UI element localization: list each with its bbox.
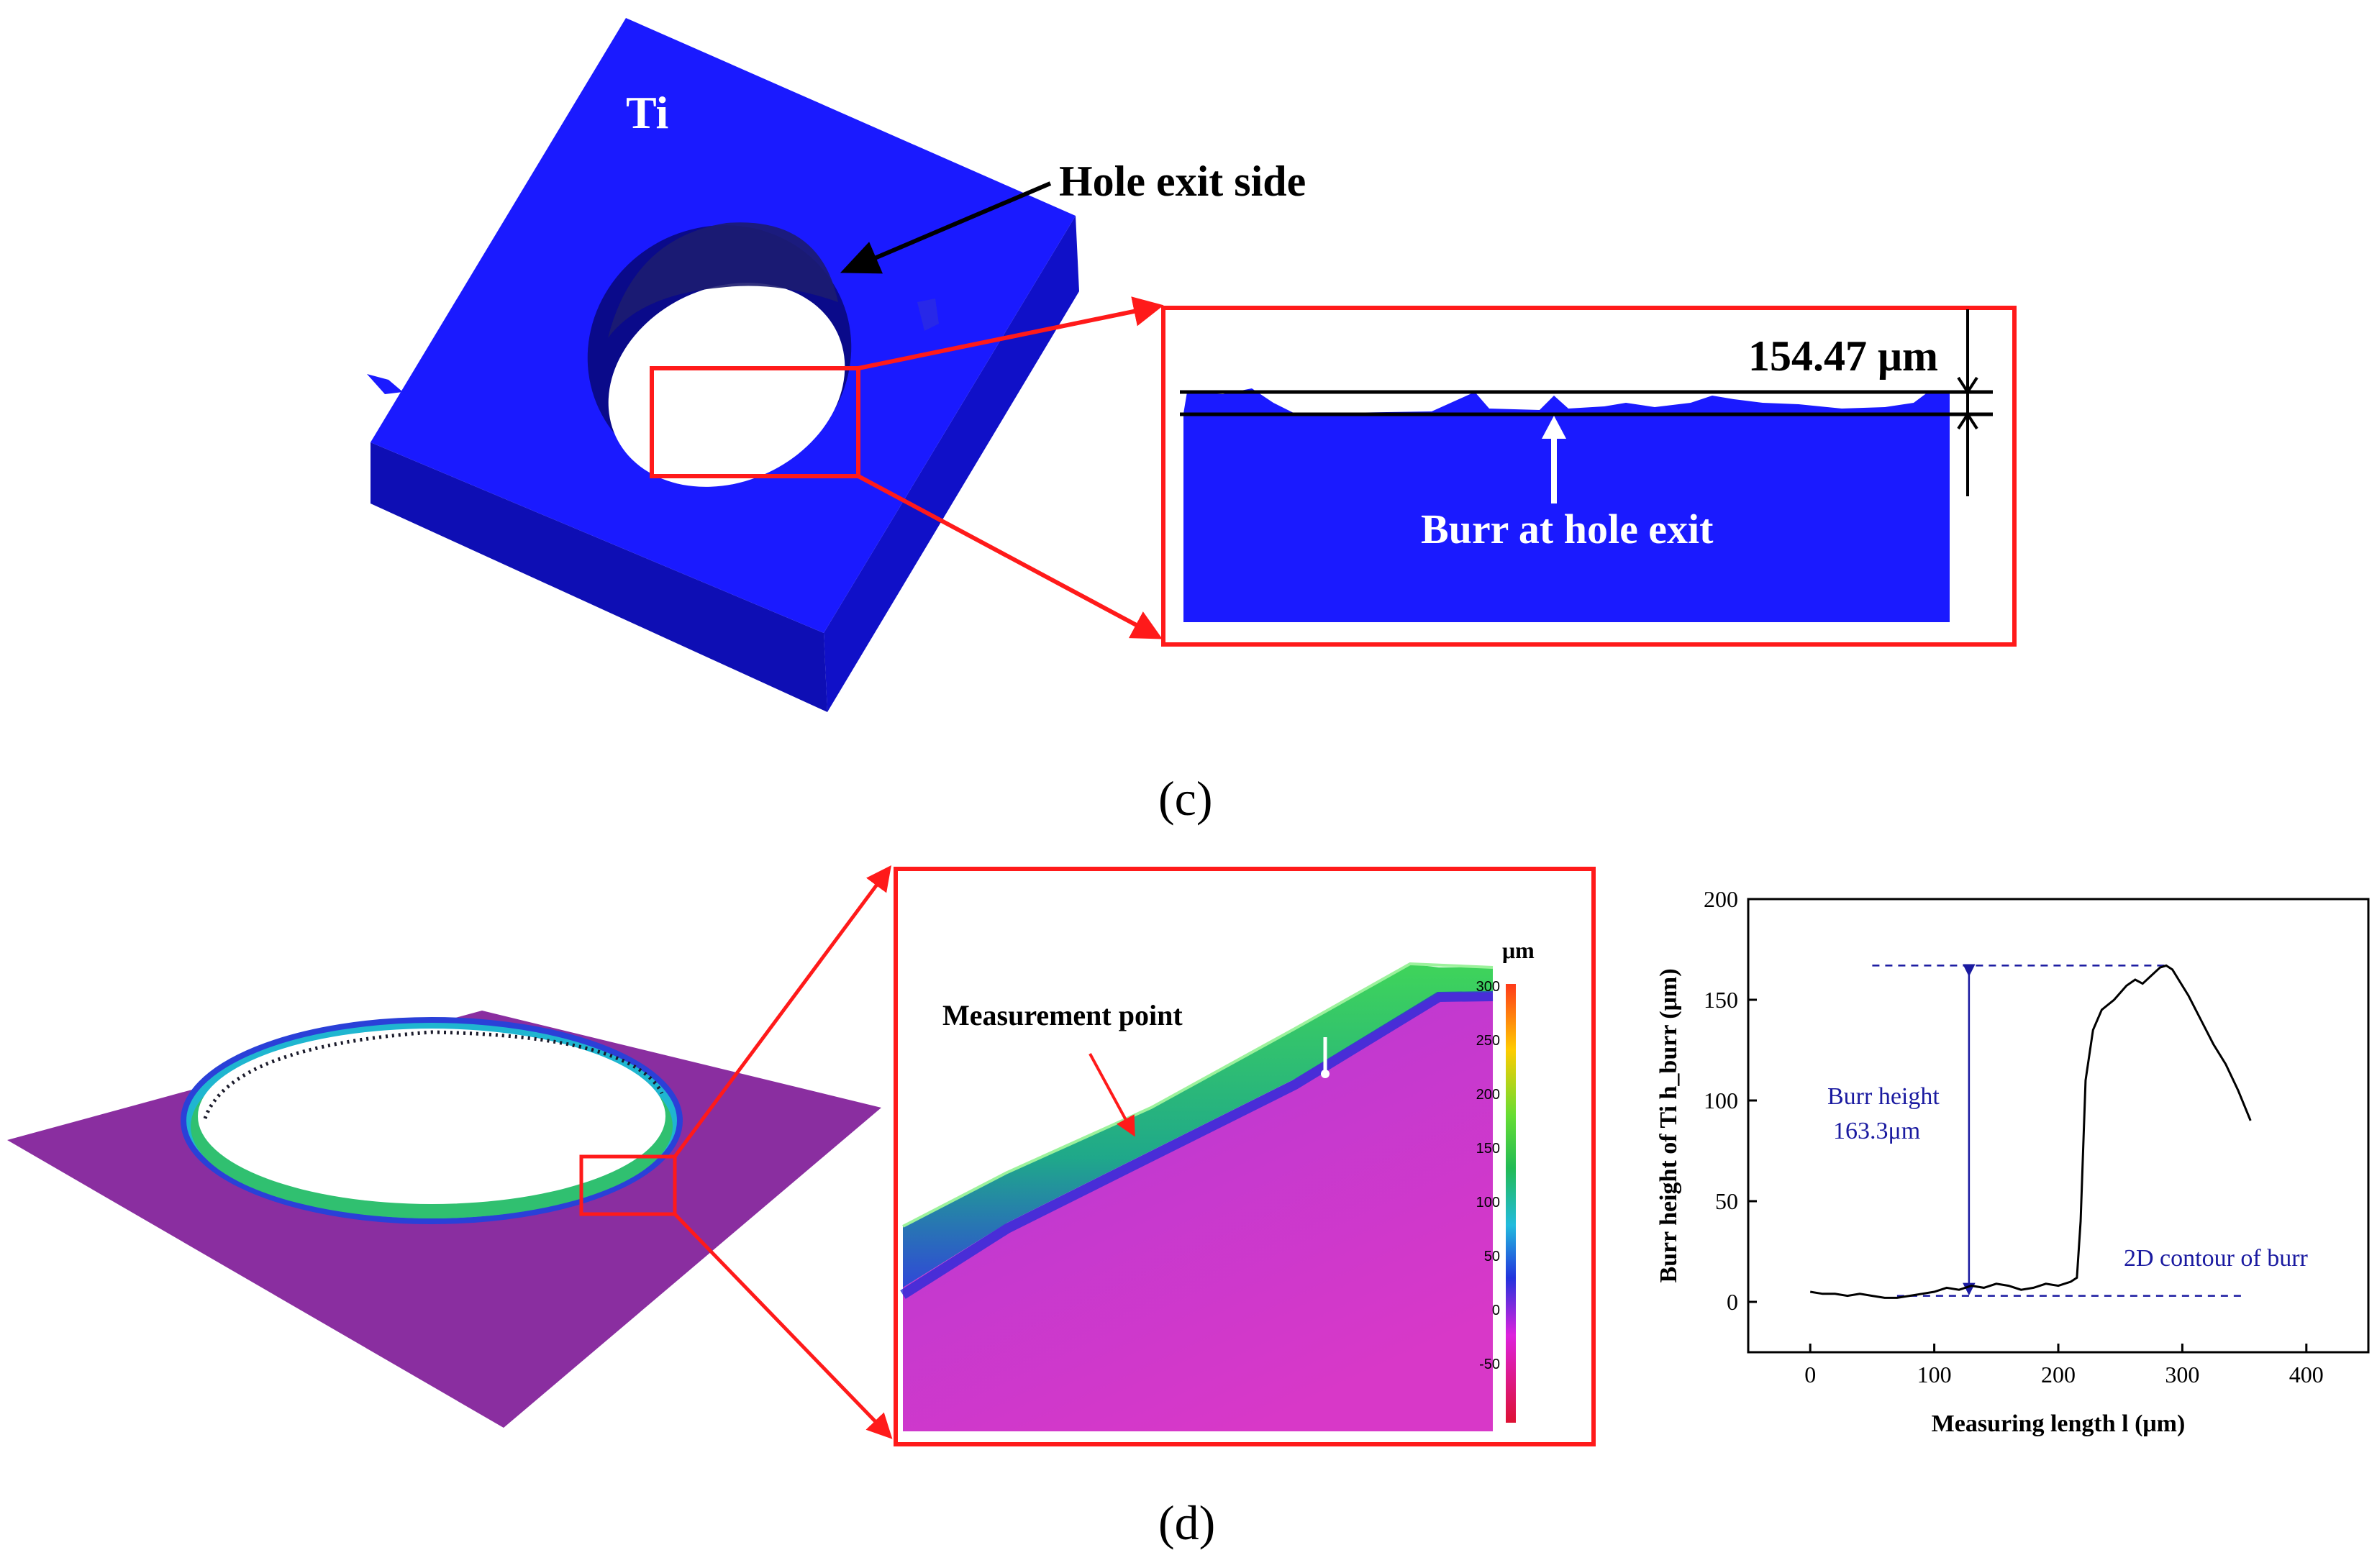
ti-block-side-face xyxy=(824,216,1079,712)
sample-debris-2 xyxy=(917,298,939,331)
panel-d: Measurement point μm 300 250 200 150 100… xyxy=(7,865,2370,1550)
x-tick-label: 200 xyxy=(2041,1362,2076,1387)
hole-opening-d xyxy=(198,1029,665,1204)
burr-height-chart: 0 100 200 300 400 0 50 100 150 200 Burr height 16… xyxy=(1655,886,2370,1437)
measurement-arrow xyxy=(1088,1053,1135,1137)
colorbar-tick: 50 xyxy=(1484,1249,1500,1264)
panel-c: Ti Hole exit side 154.47 μm Burr at hole… xyxy=(367,18,2017,826)
burr-arrowhead xyxy=(1542,416,1566,439)
dimension-arrow-bottom xyxy=(1957,411,1978,430)
x-tick-label: 0 xyxy=(1804,1362,1816,1387)
zoom-3d-burr-edge xyxy=(902,962,1494,1228)
x-tick-label: 300 xyxy=(2165,1362,2199,1387)
zoom-3d-view: Measurement point μm 300 250 200 150 100… xyxy=(894,867,1596,1446)
dimension-label: 154.47 μm xyxy=(1748,332,1938,380)
panel-d-caption: (d) xyxy=(1158,1495,1215,1550)
callout-line-bottom-d xyxy=(673,1213,893,1439)
x-tick-label: 100 xyxy=(1917,1362,1952,1387)
colorbar-tick: 250 xyxy=(1476,1033,1500,1049)
material-label: Ti xyxy=(626,87,668,138)
hole-inner-wall xyxy=(608,222,838,338)
hole-opening xyxy=(608,283,845,487)
hole-back-wall xyxy=(203,1030,664,1119)
dimension-arrow-top xyxy=(1957,376,1978,395)
ti-block: Ti xyxy=(367,18,1079,712)
hole-exit-label: Hole exit side xyxy=(1059,158,1306,205)
y-tick-label: 50 xyxy=(1715,1188,1738,1214)
measurement-marker-dot xyxy=(1321,1070,1330,1078)
ti-block-front-face xyxy=(371,442,827,712)
zoom-3d-surface xyxy=(903,967,1493,1431)
series-line-burr-contour xyxy=(1809,964,2252,1299)
colorbar-tick: 300 xyxy=(1476,979,1500,995)
callout-line-bottom-c xyxy=(857,474,1163,639)
burr-profile xyxy=(1183,388,1950,414)
surface-scan xyxy=(7,1011,881,1428)
burr-height-label: Burr height xyxy=(1827,1083,1940,1110)
measurement-label: Measurement point xyxy=(942,999,1183,1031)
colorbar xyxy=(1506,984,1516,1423)
colorbar-tick: -50 xyxy=(1479,1357,1500,1372)
callout-line-top-c xyxy=(858,296,1164,370)
x-tick-label: 400 xyxy=(2289,1362,2324,1387)
colorbar-ticks: 300 250 200 150 100 50 0 -50 xyxy=(1476,979,1500,1372)
panel-c-caption: (c) xyxy=(1158,771,1212,826)
sample-debris xyxy=(367,374,403,394)
cross-section-body xyxy=(1183,410,1950,622)
callout-line-top-d xyxy=(673,865,891,1158)
colorbar-tick: 0 xyxy=(1492,1303,1500,1318)
y-tick-label: 100 xyxy=(1704,1088,1738,1113)
y-tick-label: 150 xyxy=(1704,987,1738,1013)
colorbar-tick: 200 xyxy=(1476,1087,1500,1103)
zoom-selection-box-d xyxy=(579,1154,677,1216)
zoom-3d-blue-band xyxy=(900,991,1494,1299)
colorbar-tick: 100 xyxy=(1476,1195,1500,1211)
zoom-selection-box-c xyxy=(650,366,860,478)
x-axis-label: Measuring length l (μm) xyxy=(1932,1410,2186,1437)
cross-section-zoom: 154.47 μm Burr at hole exit xyxy=(1161,306,2017,647)
hole-exit-arrow xyxy=(840,181,1052,274)
burr-height-value: 163.3μm xyxy=(1833,1118,1920,1144)
zoom-3d-burr-wall xyxy=(903,964,1493,1287)
chart-ticks: 0 100 200 300 400 0 50 100 150 200 xyxy=(1704,886,2324,1387)
colorbar-unit: μm xyxy=(1502,937,1535,963)
colorbar-tick: 150 xyxy=(1476,1141,1500,1157)
y-axis-label: Burr height of Ti h_burr (μm) xyxy=(1655,968,1682,1282)
contour-label: 2D contour of burr xyxy=(2124,1245,2309,1272)
y-tick-label: 200 xyxy=(1704,886,1738,912)
burr-label: Burr at hole exit xyxy=(1421,506,1714,552)
y-tick-label: 0 xyxy=(1727,1289,1738,1315)
